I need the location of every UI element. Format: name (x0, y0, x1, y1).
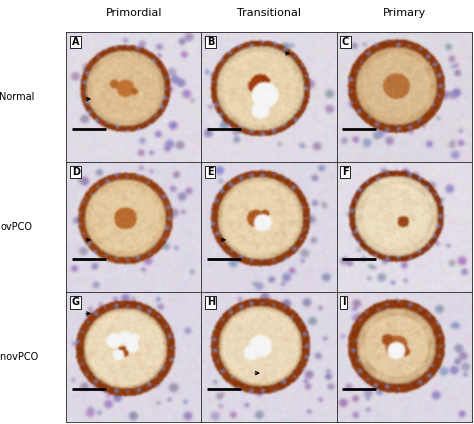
Text: anovPCO: anovPCO (0, 352, 39, 362)
Text: H: H (207, 297, 215, 307)
Text: A: A (72, 37, 79, 47)
Text: Transitional: Transitional (237, 8, 301, 18)
Text: I: I (342, 297, 346, 307)
Text: D: D (72, 167, 80, 177)
Text: F: F (342, 167, 348, 177)
Text: E: E (207, 167, 213, 177)
Text: Primary: Primary (383, 8, 426, 18)
Text: C: C (342, 37, 349, 47)
Text: Primordial: Primordial (106, 8, 162, 18)
Text: Normal: Normal (0, 92, 34, 102)
Text: ovPCO: ovPCO (0, 222, 33, 232)
Text: G: G (72, 297, 80, 307)
Text: B: B (207, 37, 214, 47)
